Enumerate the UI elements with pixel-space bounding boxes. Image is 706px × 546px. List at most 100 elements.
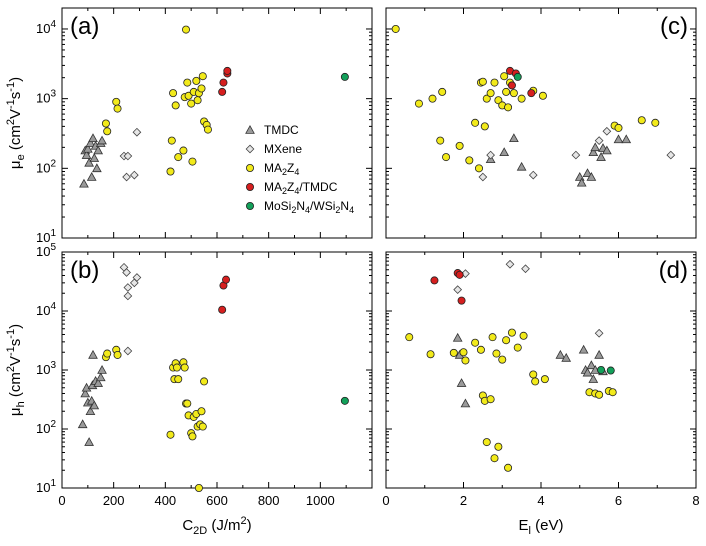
data-point-ma2z4	[428, 94, 437, 103]
y-tick-label: 104	[36, 19, 56, 36]
data-point-tmdc	[601, 145, 612, 155]
data-point-tmdc	[586, 172, 597, 181]
data-point-mxene	[453, 285, 463, 295]
data-point-ma2z4-tmdc	[507, 81, 516, 90]
data-point-tmdc	[574, 172, 585, 181]
data-point-mosi2n4-wsi2n4	[606, 366, 615, 375]
data-point-ma2z4	[183, 399, 192, 408]
x-tick-label: 800	[258, 493, 280, 508]
data-point-ma2z4	[166, 430, 175, 439]
data-point-ma2z4	[391, 24, 400, 33]
data-point-ma2z4	[101, 119, 110, 128]
data-point-tmdc	[86, 172, 97, 181]
data-point-ma2z4-tmdc	[430, 276, 439, 285]
x-tick-label: 400	[154, 493, 176, 508]
series-ma2z4	[101, 25, 212, 176]
data-point-ma2z4	[436, 136, 445, 145]
data-point-mosi2n4-wsi2n4	[597, 365, 606, 374]
data-point-ma2z4-tmdc	[219, 78, 228, 87]
legend-marker-mxene	[245, 144, 255, 154]
data-point-ma2z4	[531, 377, 540, 386]
data-point-ma2z4	[461, 356, 470, 365]
data-point-tmdc	[582, 168, 593, 178]
data-point-ma2z4	[405, 333, 414, 342]
data-point-ma2z4	[188, 432, 197, 441]
data-point-ma2z4	[414, 99, 423, 108]
data-point-tmdc	[95, 372, 106, 382]
series-tmdc	[79, 133, 107, 188]
data-point-tmdc	[85, 406, 96, 415]
data-point-tmdc	[555, 349, 566, 359]
data-point-ma2z4	[482, 94, 491, 103]
series-mosi2n4-wsi2n4	[340, 396, 349, 405]
data-point-mxene	[486, 150, 495, 160]
data-point-ma2z4	[167, 136, 176, 145]
legend-label-tmdc: TMDC	[264, 123, 299, 137]
data-point-ma2z4	[438, 87, 447, 96]
data-point-ma2z4	[538, 91, 547, 100]
y-tick-label: 102	[36, 419, 56, 436]
data-point-ma2z4	[507, 328, 516, 337]
data-point-ma2z4	[486, 395, 495, 404]
data-point-tmdc	[586, 360, 597, 370]
legend-label-mxene: MXene	[264, 142, 302, 156]
data-point-ma2z4	[172, 363, 181, 372]
data-point-mxene	[528, 170, 538, 180]
series-ma2z4-tmdc	[218, 275, 231, 314]
data-point-ma2z4	[194, 483, 203, 492]
data-point-ma2z4	[488, 333, 497, 342]
data-point-ma2z4-tmdc	[455, 270, 464, 279]
data-point-tmdc	[91, 163, 102, 173]
data-point-ma2z4	[113, 350, 122, 359]
data-point-tmdc	[89, 400, 100, 410]
data-point-ma2z4	[112, 97, 121, 106]
data-point-ma2z4	[471, 118, 480, 127]
panel-c: (c)	[385, 7, 697, 239]
data-point-ma2z4	[103, 127, 112, 136]
data-point-ma2z4	[459, 348, 468, 357]
data-point-ma2z4	[486, 89, 495, 98]
data-point-ma2z4	[637, 116, 646, 125]
panel-label: (d)	[659, 257, 688, 284]
legend-label-mosi2n4-wsi2n4: MoSi2N4/WSi2N4	[264, 199, 354, 215]
data-point-tmdc	[578, 344, 589, 354]
data-point-tmdc	[77, 419, 88, 429]
data-point-tmdc	[84, 437, 95, 446]
data-point-ma2z4	[465, 156, 474, 165]
data-point-ma2z4	[200, 377, 209, 386]
legend-marker-tmdc	[245, 124, 255, 134]
data-point-ma2z4	[426, 350, 435, 359]
data-point-ma2z4-tmdc	[223, 66, 232, 75]
data-point-mxene	[602, 126, 612, 136]
data-point-tmdc	[499, 147, 510, 157]
data-point-mxene	[132, 127, 142, 137]
y-axis-title-mu-e: μe (cm2V-1s-1)	[5, 77, 27, 169]
data-point-ma2z4	[482, 438, 491, 447]
y-tick-label: 103	[36, 89, 56, 106]
data-point-ma2z4	[183, 78, 192, 87]
data-point-ma2z4	[187, 99, 196, 108]
x-tick-label: 0	[58, 493, 65, 508]
data-point-mxene	[123, 291, 133, 301]
data-point-ma2z4-tmdc	[222, 275, 231, 284]
data-point-mxene	[122, 172, 131, 182]
data-point-ma2z4	[197, 407, 206, 416]
data-point-ma2z4	[490, 454, 499, 463]
data-point-tmdc	[460, 398, 471, 408]
data-point-ma2z4	[449, 348, 458, 357]
panel-label: (c)	[660, 13, 688, 40]
series-ma2z4	[101, 345, 209, 492]
data-point-ma2z4	[474, 164, 483, 173]
data-point-ma2z4	[498, 355, 507, 364]
data-point-tmdc	[621, 134, 632, 144]
data-point-tmdc	[576, 177, 587, 187]
data-point-mxene	[478, 172, 488, 182]
data-point-ma2z4	[478, 77, 487, 86]
data-point-mxene	[122, 268, 131, 277]
legend-marker-ma2z4	[245, 163, 254, 172]
data-point-tmdc	[561, 352, 572, 362]
data-point-mxene	[594, 328, 604, 338]
data-point-ma2z4	[103, 349, 112, 358]
x-tick-label: 8	[692, 493, 699, 508]
y-tick-label: 105	[36, 242, 56, 259]
